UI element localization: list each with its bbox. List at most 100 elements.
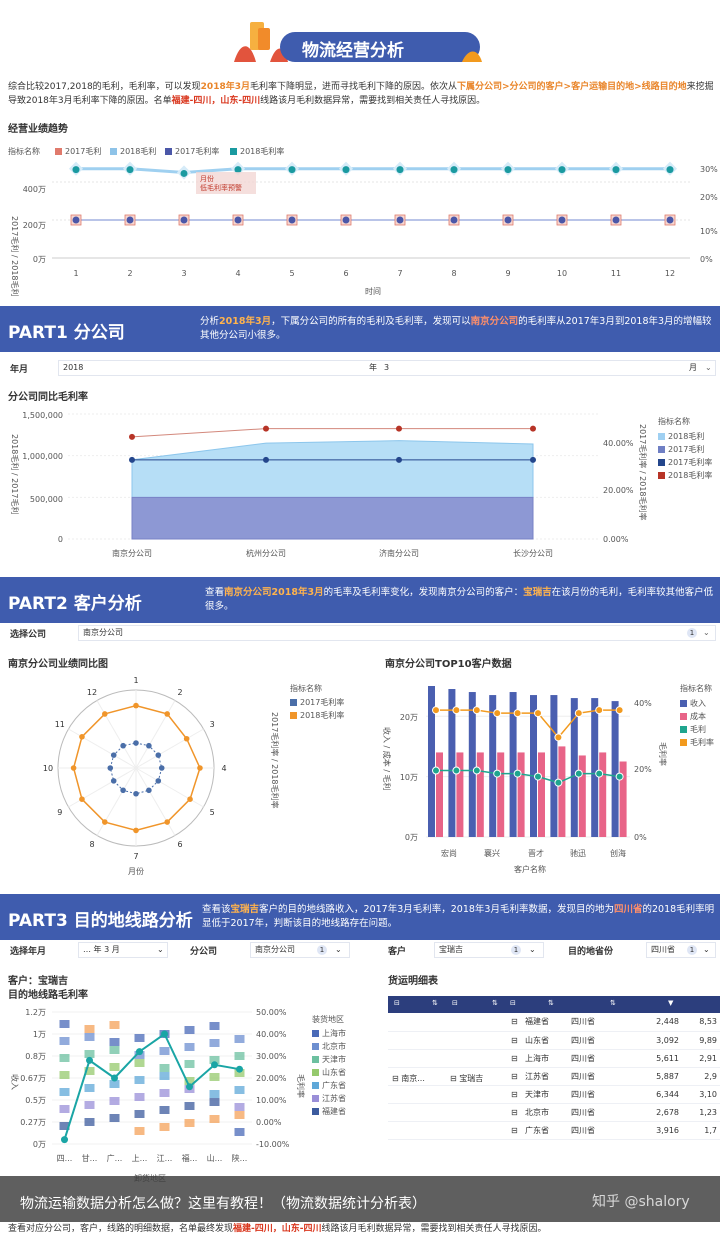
top10-point-profit [452, 766, 461, 775]
table-row[interactable]: ⊟ 山东省 四川省 3,092 9,89 [388, 1031, 720, 1050]
radar-point-2017-margin [133, 790, 139, 797]
table-group-customer[interactable]: ⊟ 宝瑞吉 [450, 1073, 483, 1084]
sort-icon[interactable]: ⇅ [548, 999, 554, 1007]
table-header-controls: ⊟ ⇅ ⊟ ⇅ ⊟ ⇅ ⇅ ▼ [388, 996, 720, 1013]
collapse-icon[interactable]: ⊟ [508, 1085, 522, 1104]
table-group-branch[interactable]: ⊟ 南京... [392, 1073, 425, 1084]
legend-swatch [312, 1056, 319, 1063]
route-revenue-mark [159, 1072, 170, 1080]
radar-legend-2018-margin[interactable]: 2018毛利率 [290, 710, 344, 721]
top10-legend-revenue[interactable]: 收入 [680, 698, 706, 709]
route-legend-fujian[interactable]: 福建省 [312, 1106, 346, 1117]
route-legend-tianjin[interactable]: 天津市 [312, 1054, 346, 1065]
radar-point-2018-margin [183, 735, 190, 742]
branch-legend-2017-margin[interactable]: 2017毛利率 [658, 457, 712, 468]
route-legend-shanghai[interactable]: 上海市 [312, 1028, 346, 1039]
top10-point-profit [554, 778, 563, 787]
table-row[interactable]: ⊟ 上海市 四川省 5,611 2,91 [388, 1049, 720, 1068]
route-revenue-mark [234, 1069, 245, 1077]
chevron-down-icon[interactable]: ⌄ [703, 628, 710, 637]
trend-legend-2017-profit[interactable]: 2017毛利 [55, 146, 101, 157]
table-cell-value: 9,89 [682, 1031, 720, 1050]
table-row[interactable]: ⊟ 广东省 四川省 3,916 1,7 [388, 1121, 720, 1140]
trend-x-tick: 6 [343, 269, 348, 278]
table-group-spacer [388, 1103, 508, 1122]
collapse-icon[interactable]: ⊟ [394, 999, 400, 1007]
branch-y-left-tick: 1,500,000 [22, 411, 63, 420]
sort-icon[interactable]: ⇅ [492, 999, 498, 1007]
sort-icon[interactable]: ⇅ [432, 999, 438, 1007]
month-picker[interactable]: … 年 3 月 ⌄ [78, 942, 168, 958]
collapse-icon[interactable]: ⊟ [508, 1031, 522, 1050]
top10-legend-cost[interactable]: 成本 [680, 711, 706, 722]
destination-select[interactable]: 四川省 1 ⌄ [646, 942, 716, 958]
sort-desc-icon[interactable]: ▼ [668, 999, 674, 1007]
trend-legend-2017-margin[interactable]: 2017毛利率 [165, 146, 219, 157]
radar-legend-2017-margin[interactable]: 2017毛利率 [290, 697, 344, 708]
collapse-icon[interactable]: ⊟ [508, 1121, 522, 1140]
route-y-right-tick: 40.00% [256, 1030, 287, 1039]
trend-legend-2018-profit[interactable]: 2018毛利 [110, 146, 156, 157]
chevron-down-icon[interactable]: ⌄ [335, 945, 342, 954]
branch-legend-2018-margin[interactable]: 2018毛利率 [658, 470, 712, 481]
table-row[interactable]: ⊟ 北京市 四川省 2,678 1,23 [388, 1103, 720, 1122]
trend-y-right-tick: 30% [700, 165, 718, 174]
top10-legend-profit[interactable]: 毛利 [680, 724, 706, 735]
year-month-picker[interactable]: 2018 年 3 月 ⌄ [58, 360, 716, 376]
table-row[interactable]: ⊟ 福建省 四川省 2,448 8,53 [388, 1013, 720, 1032]
branch-select[interactable]: 南京分公司 1 ⌄ [250, 942, 350, 958]
top10-bar-cost [497, 752, 505, 837]
top10-y-tick: 10万 [400, 773, 418, 782]
route-legend-guangdong[interactable]: 广东省 [312, 1080, 346, 1091]
collapse-icon[interactable]: ⊟ [508, 1013, 522, 1032]
destination-select-value: 四川省 [651, 945, 675, 954]
route-legend-beijing[interactable]: 北京市 [312, 1041, 346, 1052]
sort-icon[interactable]: ⇅ [610, 999, 616, 1007]
chevron-down-icon[interactable]: ⌄ [703, 945, 710, 954]
company-select[interactable]: 南京分公司 1 ⌄ [78, 625, 716, 641]
collapse-icon[interactable]: ⊟ [452, 999, 458, 1007]
trend-x-tick: 9 [505, 269, 510, 278]
trend-x-tick: 10 [557, 269, 567, 278]
route-revenue-mark [234, 1035, 245, 1043]
route-point-margin [186, 1083, 193, 1091]
radar-point-2017-margin [155, 778, 162, 784]
radar-point-2018-margin [79, 796, 85, 802]
top10-legend-margin[interactable]: 毛利率 [680, 737, 714, 748]
top10-bar-cost [578, 755, 586, 837]
route-legend-jiangsu[interactable]: 江苏省 [312, 1093, 346, 1104]
route-point-margin [211, 1061, 218, 1069]
chevron-down-icon[interactable]: ⌄ [705, 363, 712, 372]
chevron-down-icon[interactable]: ⌄ [157, 945, 164, 954]
table-row[interactable]: ⊟ 天津市 四川省 6,344 3,10 [388, 1085, 720, 1104]
table-cell-origin: 广东省 [522, 1121, 568, 1140]
legend-swatch [55, 148, 62, 155]
header-decoration [234, 22, 482, 62]
collapse-icon[interactable]: ⊟ [508, 1049, 522, 1068]
route-y-left-tick: 0.67万 [20, 1074, 46, 1083]
collapse-icon[interactable]: ⊟ [508, 1067, 522, 1086]
radar-point-2017-margin [146, 742, 152, 749]
route-revenue-mark [184, 1102, 195, 1110]
branch-legend-2018-profit[interactable]: 2018毛利 [658, 431, 704, 442]
branch-legend-2017-profit[interactable]: 2017毛利 [658, 444, 704, 455]
branch-line-2018-margin [131, 428, 533, 438]
branch-y-left-label: 2018毛利 / 2017毛利 [10, 434, 20, 515]
trend-x-label: 时间 [365, 286, 381, 296]
route-legend-shandong[interactable]: 山东省 [312, 1067, 346, 1078]
collapse-icon[interactable]: ⊟ [510, 999, 516, 1007]
collapse-icon[interactable]: ⊟ [392, 1074, 399, 1083]
radar-point-2018-margin [164, 819, 170, 825]
collapse-icon[interactable]: ⊟ [508, 1103, 522, 1122]
trend-legend-2018-margin[interactable]: 2018毛利率 [230, 146, 284, 157]
top10-point-margin [554, 733, 563, 742]
part3-banner: PART3 目的地线路分析 查看该宝瑞吉客户的目的地线路收入，2017年3月毛利… [0, 894, 720, 940]
top10-bar-cost [456, 752, 464, 837]
freight-table-title: 货运明细表 [388, 976, 438, 987]
collapse-icon[interactable]: ⊟ [450, 1074, 457, 1083]
table-row[interactable]: ⊟ 江苏省 四川省 5,887 2,9 [388, 1067, 720, 1086]
customer-select[interactable]: 宝瑞吉 1 ⌄ [434, 942, 544, 958]
chevron-down-icon[interactable]: ⌄ [529, 945, 536, 954]
branch-point-2018-margin [263, 425, 269, 432]
